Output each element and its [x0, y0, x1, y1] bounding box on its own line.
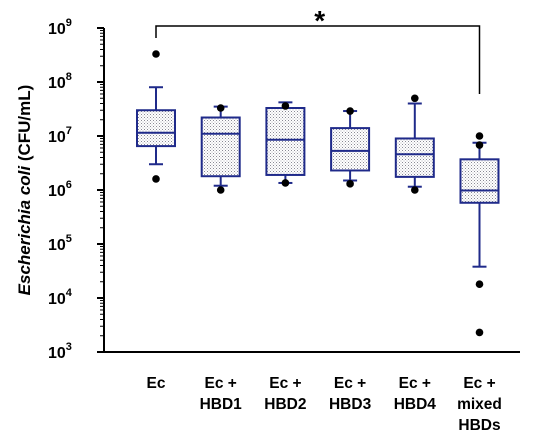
y-tick-label: 103 [48, 341, 72, 362]
box-group [330, 107, 371, 188]
outlier-point [346, 107, 354, 115]
category-label: Ec + HBD2 [264, 375, 306, 413]
y-tick-label: 108 [48, 71, 72, 92]
outlier-point [346, 180, 354, 188]
box-iqr [459, 158, 500, 204]
y-tick-label: 105 [48, 233, 72, 254]
outlier-point [281, 179, 290, 187]
box-iqr [265, 107, 306, 176]
y-axis-label: Escherichia coli (CFU/mL) [15, 85, 34, 296]
y-tick-label: 106 [48, 179, 72, 200]
category-label: Ec + HBD4 [394, 375, 437, 413]
significance-label: * [314, 5, 325, 36]
outlier-point [475, 141, 484, 149]
outlier-point [475, 280, 484, 289]
category-label: Ec + HBD1 [200, 375, 243, 413]
outlier-point [475, 328, 484, 337]
y-tick-label: 107 [48, 125, 72, 146]
outlier-point [475, 132, 484, 140]
outlier-point [152, 50, 160, 58]
outlier-point [152, 175, 160, 183]
y-tick-label: 109 [48, 17, 72, 38]
box-group [136, 50, 176, 183]
box-iqr [330, 127, 371, 172]
category-label: Ec + mixed HBDs [457, 375, 502, 434]
outlier-point [411, 94, 419, 103]
significance-bracket [155, 25, 481, 94]
outlier-point [281, 102, 290, 110]
outlier-point [216, 186, 225, 194]
box-group [394, 94, 435, 194]
box-iqr [136, 109, 176, 148]
box-group [265, 101, 306, 187]
box-group [200, 104, 241, 194]
y-tick-label: 104 [48, 287, 73, 308]
outlier-point [411, 186, 419, 194]
outlier-point [216, 104, 225, 112]
category-label: Ec [147, 375, 166, 392]
box-iqr [394, 137, 435, 178]
box-iqr [200, 116, 241, 178]
box-group [459, 132, 500, 337]
category-label: Ec + HBD3 [329, 375, 372, 413]
